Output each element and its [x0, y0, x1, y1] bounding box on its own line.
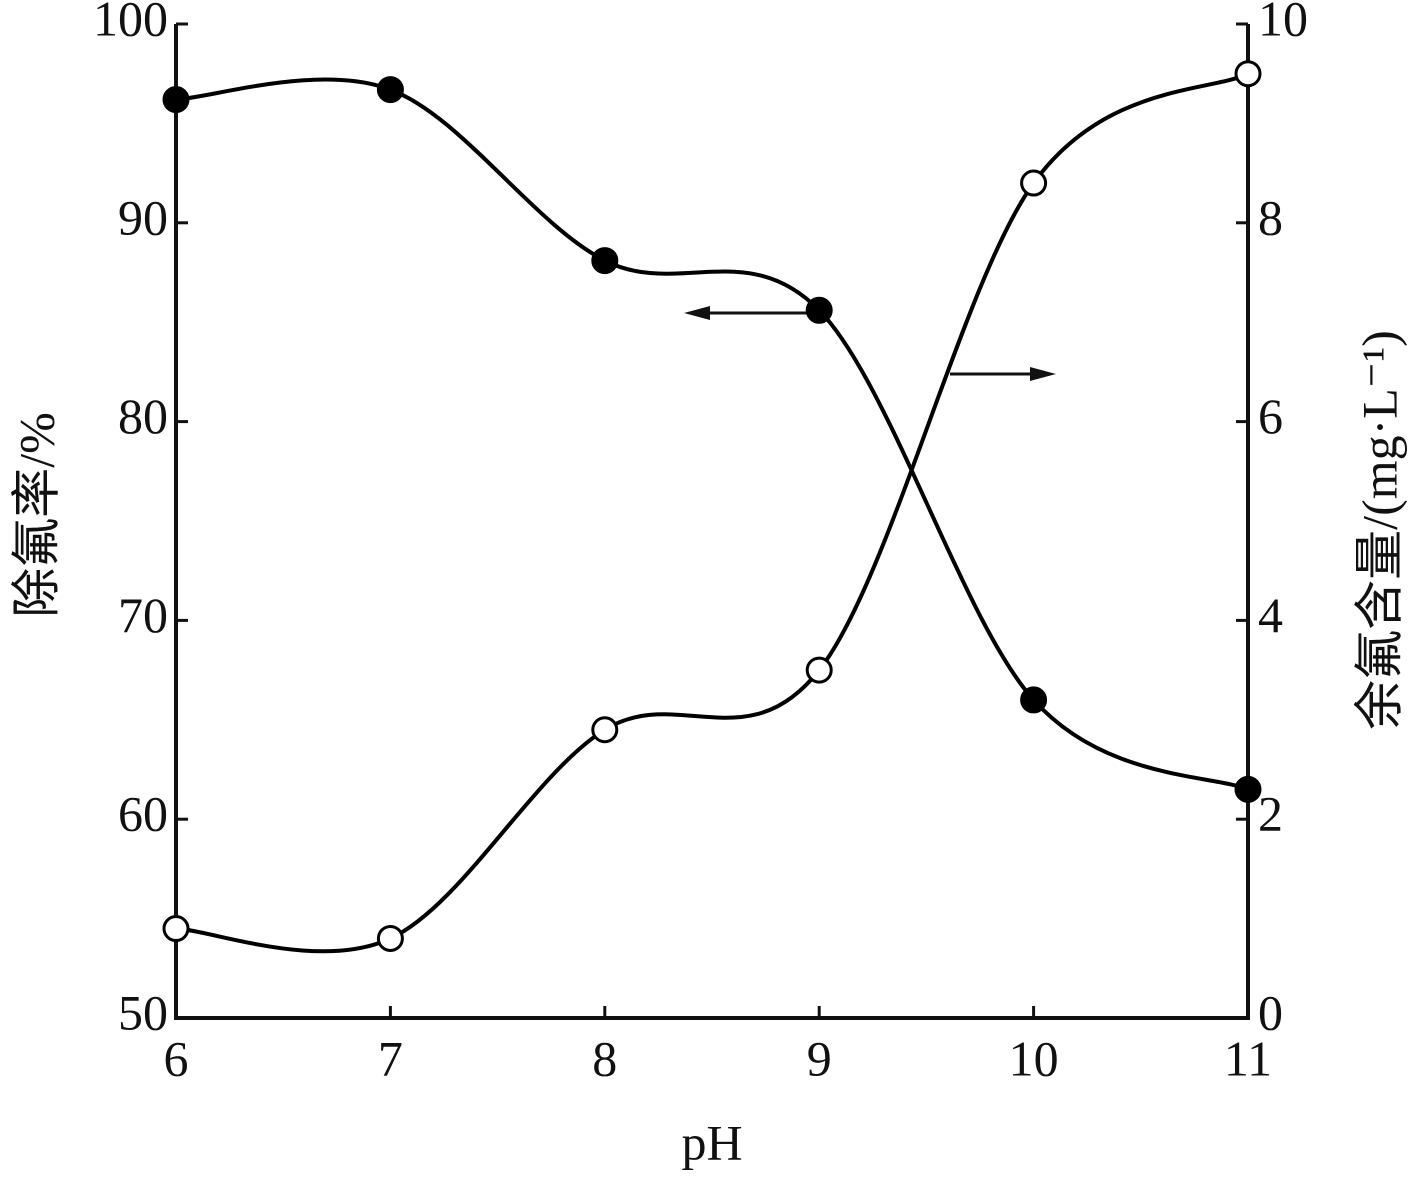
y2-tick-label: 4 — [1258, 587, 1283, 643]
line — [175, 71, 1249, 954]
marker — [162, 86, 190, 114]
marker — [1234, 60, 1262, 88]
y2-tick-label: 10 — [1258, 0, 1308, 46]
y2-tick-label: 2 — [1258, 786, 1283, 842]
marker — [805, 296, 833, 324]
y-tick-label: 70 — [118, 587, 168, 643]
marker — [591, 247, 619, 275]
y-tick-label: 80 — [118, 388, 168, 444]
x-tick-label: 9 — [807, 1030, 832, 1086]
marker — [1234, 775, 1262, 803]
x-tick-label: 6 — [164, 1030, 189, 1086]
marker — [591, 716, 619, 744]
marker — [1020, 686, 1048, 714]
arrow-left — [684, 306, 820, 320]
y-tick-label: 90 — [118, 189, 168, 245]
x-tick-label: 8 — [592, 1030, 617, 1086]
marker — [805, 656, 833, 684]
arrow-right — [950, 367, 1056, 381]
marker — [376, 76, 404, 104]
x-tick-label: 10 — [1009, 1030, 1059, 1086]
marker — [1020, 169, 1048, 197]
x-axis-label: pH — [681, 1114, 742, 1170]
y2-tick-label: 6 — [1258, 388, 1283, 444]
y2-tick-label: 0 — [1258, 984, 1283, 1040]
marker — [162, 915, 190, 943]
y-axis-label: 除氟率/% — [8, 412, 64, 618]
y-tick-label: 60 — [118, 786, 168, 842]
line — [175, 77, 1249, 792]
y2-tick-label: 8 — [1258, 189, 1283, 245]
y-tick-label: 50 — [118, 984, 168, 1040]
x-tick-label: 11 — [1224, 1030, 1272, 1086]
x-tick-label: 7 — [378, 1030, 403, 1086]
y2-axis-label: 余氟含量/(mg·L⁻¹) — [1351, 330, 1407, 730]
marker — [376, 924, 404, 952]
y-tick-label: 100 — [93, 0, 168, 46]
